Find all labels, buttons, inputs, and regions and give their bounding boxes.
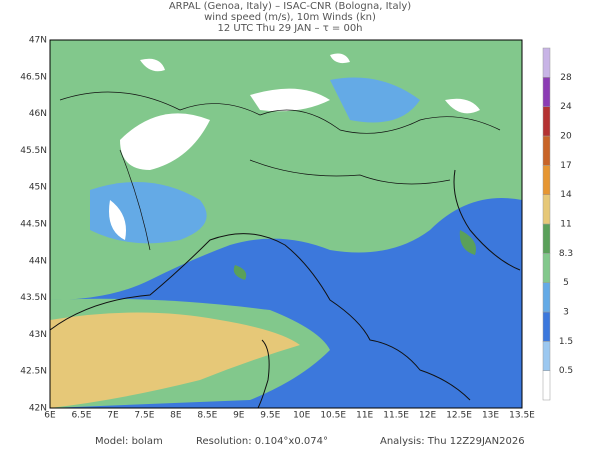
colorbar-swatch (542, 165, 551, 195)
lat-label: 42.5N (20, 367, 47, 377)
colorbar-label: 5 (563, 278, 569, 288)
lat-label: 46N (29, 109, 47, 119)
colorbar-label: 14 (560, 190, 572, 200)
colorbar-label: 0.5 (559, 366, 573, 376)
header-line: wind speed (m/s), 10m Winds (kn) (204, 12, 376, 23)
colorbar-label: 8.3 (559, 249, 573, 259)
map-frame (49, 39, 523, 409)
coastlines (50, 91, 521, 408)
colorbar-label: 20 (560, 132, 572, 142)
header-line: 12 UTC Thu 29 JAN – τ = 00h (217, 23, 362, 34)
colorbar-label: 11 (560, 220, 571, 230)
colorbar: 0.5 1.5 3 5 8.3 11 14 17 20 24 28 (542, 47, 573, 401)
lon-label: 12.5E (446, 411, 472, 421)
lon-label: 9.5E (260, 411, 280, 421)
lon-label: 6E (44, 411, 56, 421)
lon-label: 12E (419, 411, 436, 421)
colorbar-swatch (542, 135, 551, 166)
lon-label: 13E (482, 411, 499, 421)
colorbar-swatch (542, 341, 551, 371)
colorbar-label: 28 (560, 73, 572, 83)
lat-label: 44N (29, 256, 47, 266)
lon-label: 10E (293, 411, 310, 421)
colorbar-swatch (542, 311, 551, 342)
colorbar-label: 3 (563, 308, 569, 318)
footer-resolution: Resolution: 0.104°x0.074° (196, 436, 328, 447)
lon-label: 6.5E (71, 411, 91, 421)
colorbar-swatch (542, 253, 551, 283)
lon-label: 13.5E (509, 411, 535, 421)
lon-label: 11.5E (383, 411, 409, 421)
axis-labels: 6E 6.5E 7E 7.5E 8E 8.5E 9E 9.5E 10E 10.5E 11E 11.5E… (20, 36, 535, 421)
colorbar-swatch (542, 106, 551, 137)
lat-label: 45.5N (20, 146, 47, 156)
header-line: ARPAL (Genoa, Italy) – ISAC-CNR (Bologna… (169, 1, 411, 12)
lat-label: 43.5N (20, 293, 47, 303)
lat-label: 47N (29, 36, 47, 46)
lon-label: 10.5E (320, 411, 346, 421)
lon-label: 7E (107, 411, 119, 421)
lon-label: 7.5E (134, 411, 154, 421)
lon-label: 11E (356, 411, 373, 421)
footer-analysis: Analysis: Thu 12Z29JAN2026 (380, 436, 525, 447)
colorbar-label: 1.5 (559, 337, 573, 347)
colorbar-swatch (542, 47, 551, 78)
lat-label: 43N (29, 330, 47, 340)
colorbar-label: 17 (560, 161, 571, 171)
wind-field (50, 40, 522, 408)
lat-label: 44.5N (20, 220, 47, 230)
lat-label: 42N (29, 404, 47, 414)
lon-label: 8.5E (197, 411, 217, 421)
colorbar-swatch (542, 223, 551, 254)
lat-label: 45N (29, 183, 47, 193)
colorbar-swatch (542, 194, 551, 225)
lon-label: 8E (170, 411, 182, 421)
lon-label: 9E (233, 411, 245, 421)
colorbar-swatch (542, 77, 551, 107)
colorbar-swatch (542, 370, 551, 401)
footer-model: Model: bolam (95, 436, 163, 447)
colorbar-swatch (542, 282, 551, 313)
colorbar-label: 24 (560, 102, 572, 112)
lat-label: 46.5N (20, 72, 47, 82)
